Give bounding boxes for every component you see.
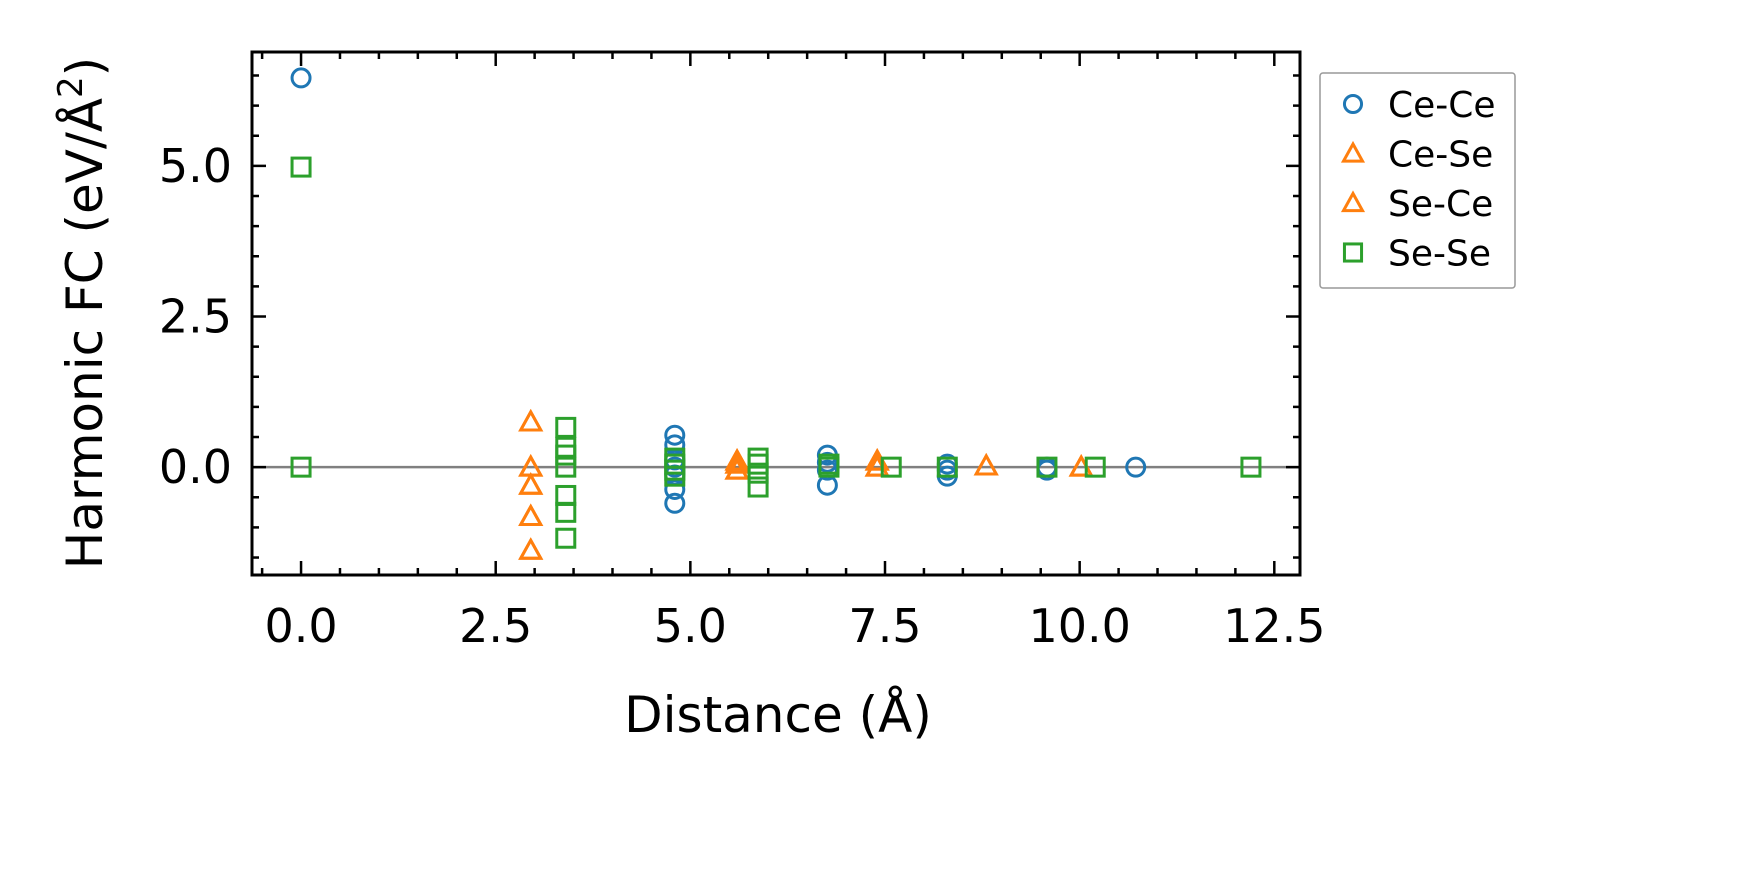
- y-axis-label-main: Harmonic FC (eV/Å: [56, 98, 114, 569]
- point-se-ce: [518, 537, 544, 560]
- y-axis-label-end: ): [56, 57, 114, 77]
- legend-marker-se-se: [1342, 242, 1364, 263]
- point-ce-ce: [664, 424, 686, 446]
- point-se-ce: [518, 408, 544, 432]
- point-ce-ce: [816, 459, 838, 481]
- point-se-se: [555, 456, 577, 478]
- legend-marker-se-ce: [1340, 190, 1366, 213]
- legend-marker-ce-se: [1340, 140, 1366, 163]
- axes: 0.0 2.5 5.0 7.5 10.0 12.5 0.0 2.5 5.0: [159, 50, 1326, 653]
- legend-marker-ce-ce: [1342, 93, 1364, 115]
- legend-label-se-se: Se-Se: [1388, 234, 1491, 275]
- point-se-se: [1240, 456, 1262, 478]
- point-se-se: [747, 476, 769, 498]
- point-se-se: [880, 456, 902, 478]
- legend: Ce-Ce Ce-Se Se-Ce Se-Se: [1319, 72, 1516, 289]
- legend-label-ce-ce: Ce-Ce: [1388, 85, 1496, 126]
- x-tick-label: 5.0: [654, 599, 727, 653]
- point-ce-ce: [664, 492, 686, 514]
- y-tick-label: 0.0: [159, 440, 232, 494]
- point-ce-ce: [816, 451, 838, 473]
- point-se-ce: [724, 457, 750, 480]
- point-se-ce: [518, 503, 544, 527]
- point-se-se: [1036, 456, 1058, 478]
- point-ce-ce: [1125, 456, 1147, 478]
- point-se-se: [555, 527, 577, 549]
- point-se-se: [555, 444, 577, 466]
- point-se-se: [555, 416, 577, 438]
- point-se-se: [936, 456, 958, 478]
- plot-frame: [250, 50, 1302, 577]
- point-se-se: [747, 462, 769, 484]
- x-axis-label: Distance (Å): [624, 686, 932, 744]
- point-se-ce: [518, 472, 544, 495]
- point-se-se: [1084, 456, 1106, 478]
- point-se-se: [555, 501, 577, 523]
- y-tick-label: 5.0: [159, 139, 232, 193]
- x-tick-label: 12.5: [1223, 599, 1325, 653]
- x-tick-label: 10.0: [1028, 599, 1130, 653]
- point-se-se: [555, 484, 577, 506]
- point-se-se: [818, 456, 840, 478]
- legend-label-ce-se: Ce-Se: [1388, 135, 1493, 176]
- x-tick-label: 0.0: [264, 599, 337, 653]
- point-se-se: [290, 456, 312, 478]
- y-tick-label: 2.5: [159, 290, 232, 344]
- point-se-ce: [973, 452, 999, 476]
- y-axis-label: Harmonic FC (eV/Å2): [51, 57, 114, 569]
- legend-label-se-ce: Se-Ce: [1388, 184, 1493, 225]
- data-points: [252, 67, 1300, 560]
- point-se-se: [664, 465, 686, 487]
- point-se-se: [290, 156, 312, 178]
- point-ce-ce: [290, 67, 312, 89]
- x-tick-label: 7.5: [848, 599, 921, 653]
- x-tick-label: 2.5: [459, 599, 532, 653]
- point-se-ce: [724, 451, 750, 474]
- y-axis-label-sup: 2: [51, 76, 91, 98]
- legend-box: [1319, 72, 1516, 289]
